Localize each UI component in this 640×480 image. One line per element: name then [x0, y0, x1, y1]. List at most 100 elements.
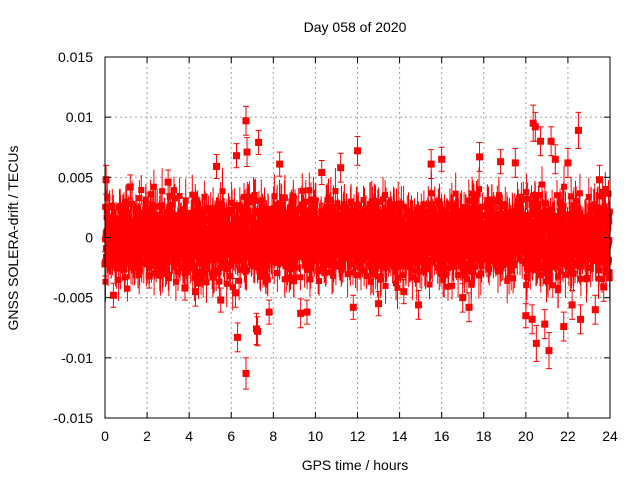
data-point — [375, 291, 383, 317]
axis-ticks — [104, 56, 611, 419]
data-band — [102, 165, 613, 311]
point-marker — [604, 258, 612, 266]
y-tick-label: 0.005 — [58, 169, 93, 185]
x-tick-label: 8 — [269, 428, 277, 444]
point-marker — [217, 296, 225, 304]
data-point — [532, 324, 540, 362]
point-marker — [145, 272, 153, 280]
data-point — [577, 304, 585, 335]
point-marker — [297, 309, 305, 317]
point-marker — [595, 176, 603, 184]
data-point — [459, 282, 467, 313]
point-marker — [591, 306, 599, 314]
data-point — [303, 299, 311, 325]
data-point — [522, 303, 530, 329]
point-marker — [191, 288, 199, 296]
x-tick-label: 6 — [227, 428, 235, 444]
data-point — [337, 152, 345, 183]
point-marker — [564, 159, 572, 167]
data-point — [541, 309, 549, 340]
data-point — [476, 141, 484, 172]
x-tick-label: 24 — [602, 428, 618, 444]
data-point — [145, 263, 153, 289]
point-marker — [511, 159, 519, 167]
data-point — [600, 271, 608, 302]
point-marker — [337, 164, 345, 172]
data-point — [265, 299, 273, 325]
point-marker — [231, 289, 239, 297]
data-point — [109, 282, 117, 308]
point-marker — [354, 147, 361, 155]
point-marker — [427, 160, 435, 168]
point-marker — [242, 369, 250, 377]
point-marker — [568, 301, 576, 309]
point-marker — [303, 308, 311, 316]
point-marker — [600, 283, 608, 291]
data-point — [276, 151, 284, 177]
data-point — [438, 146, 446, 172]
data-point — [242, 105, 250, 136]
data-point — [465, 292, 473, 323]
point-marker — [109, 291, 117, 299]
data-point — [427, 149, 435, 180]
point-marker — [522, 312, 530, 320]
data-point — [349, 294, 357, 320]
data-point — [126, 174, 134, 200]
x-tick-label: 10 — [308, 428, 324, 444]
point-marker — [551, 155, 559, 163]
data-points — [101, 104, 612, 390]
data-point — [354, 135, 361, 166]
point-marker — [560, 323, 568, 331]
data-point — [560, 311, 568, 342]
data-point — [213, 153, 221, 180]
x-tick-label: 12 — [350, 428, 366, 444]
point-marker — [541, 320, 549, 328]
point-marker — [181, 284, 189, 292]
data-point — [415, 289, 423, 320]
point-marker — [400, 288, 408, 296]
data-point — [595, 164, 603, 195]
y-tick-label: -0.015 — [53, 410, 93, 426]
point-marker — [528, 315, 536, 323]
chart-title: Day 058 of 2020 — [304, 19, 407, 35]
x-tick-label: 2 — [143, 428, 151, 444]
data-point — [255, 129, 263, 155]
x-tick-label: 20 — [518, 428, 534, 444]
x-tick-label: 22 — [560, 428, 576, 444]
point-marker — [242, 117, 250, 125]
data-point — [254, 316, 262, 347]
data-point — [242, 357, 250, 390]
point-marker — [497, 158, 505, 166]
data-point — [545, 332, 553, 370]
point-marker — [476, 153, 484, 161]
data-point — [233, 143, 241, 169]
point-marker — [375, 300, 383, 308]
data-point — [234, 322, 242, 353]
data-point — [568, 289, 576, 320]
point-marker — [213, 163, 221, 171]
data-point — [231, 277, 239, 308]
point-marker — [254, 327, 262, 335]
data-point — [217, 287, 225, 313]
point-marker — [465, 303, 473, 311]
x-tick-label: 4 — [185, 428, 193, 444]
data-point — [551, 144, 559, 175]
data-point — [574, 111, 582, 149]
y-tick-labels: -0.015 -0.01 -0.005 0 0.005 0.01 0.015 — [53, 49, 93, 426]
point-marker — [545, 347, 553, 355]
point-marker — [265, 308, 273, 316]
data-point — [318, 159, 326, 186]
x-tick-label: 16 — [434, 428, 450, 444]
point-marker — [164, 178, 172, 186]
x-tick-label: 14 — [392, 428, 408, 444]
point-marker — [438, 155, 446, 163]
point-marker — [529, 119, 537, 127]
data-point — [537, 126, 545, 157]
point-marker — [574, 126, 582, 134]
data-point — [400, 279, 408, 305]
point-marker — [531, 123, 539, 131]
x-tick-labels: 0 2 4 6 8 10 12 14 16 18 20 22 24 — [101, 428, 618, 444]
point-marker — [547, 137, 555, 145]
point-marker — [459, 294, 467, 302]
point-marker — [276, 160, 284, 168]
